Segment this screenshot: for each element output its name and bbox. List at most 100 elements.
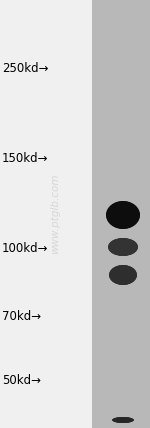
Ellipse shape (113, 268, 133, 282)
Ellipse shape (114, 208, 132, 222)
Text: 50kd→: 50kd→ (2, 374, 41, 387)
Ellipse shape (107, 202, 139, 228)
Ellipse shape (111, 240, 135, 254)
Ellipse shape (111, 240, 135, 254)
Ellipse shape (112, 206, 134, 224)
Ellipse shape (109, 265, 137, 285)
Text: 150kd→: 150kd→ (2, 152, 48, 164)
Ellipse shape (117, 419, 129, 422)
Ellipse shape (108, 238, 138, 256)
Ellipse shape (109, 238, 137, 256)
Ellipse shape (109, 203, 137, 227)
Ellipse shape (106, 202, 140, 229)
Ellipse shape (113, 207, 133, 223)
Ellipse shape (112, 267, 134, 283)
Ellipse shape (115, 269, 131, 281)
Ellipse shape (111, 205, 135, 225)
Ellipse shape (109, 265, 137, 285)
Ellipse shape (106, 201, 140, 229)
Ellipse shape (109, 238, 137, 256)
Ellipse shape (114, 242, 132, 252)
Ellipse shape (108, 238, 138, 256)
Ellipse shape (109, 239, 137, 255)
Ellipse shape (110, 239, 136, 255)
Text: 70kd→: 70kd→ (2, 309, 41, 323)
Ellipse shape (112, 241, 134, 254)
Ellipse shape (114, 207, 132, 223)
Ellipse shape (111, 266, 135, 284)
Ellipse shape (114, 269, 132, 281)
Ellipse shape (114, 208, 132, 223)
Ellipse shape (117, 419, 129, 422)
Ellipse shape (114, 241, 132, 253)
Ellipse shape (113, 241, 133, 253)
Ellipse shape (112, 206, 134, 224)
Ellipse shape (112, 241, 134, 253)
Ellipse shape (112, 206, 134, 224)
Ellipse shape (116, 418, 130, 422)
Ellipse shape (110, 204, 136, 226)
Ellipse shape (113, 207, 133, 223)
Ellipse shape (115, 242, 131, 252)
Ellipse shape (115, 242, 131, 252)
Ellipse shape (109, 204, 137, 226)
Ellipse shape (113, 241, 133, 253)
Ellipse shape (110, 204, 136, 226)
Ellipse shape (108, 202, 138, 228)
Ellipse shape (112, 417, 134, 423)
Ellipse shape (107, 202, 139, 228)
Ellipse shape (110, 239, 136, 255)
Ellipse shape (112, 417, 134, 423)
Ellipse shape (116, 270, 130, 280)
Ellipse shape (114, 242, 132, 252)
Ellipse shape (114, 208, 132, 222)
Ellipse shape (113, 417, 133, 423)
Ellipse shape (116, 243, 130, 252)
Ellipse shape (112, 267, 134, 283)
Ellipse shape (113, 268, 133, 282)
Ellipse shape (110, 205, 136, 226)
Ellipse shape (114, 418, 132, 422)
Ellipse shape (115, 418, 131, 422)
Ellipse shape (110, 266, 136, 284)
Ellipse shape (114, 269, 132, 281)
Ellipse shape (111, 240, 135, 254)
Ellipse shape (110, 265, 136, 285)
Ellipse shape (109, 203, 137, 227)
Ellipse shape (110, 266, 136, 284)
Ellipse shape (107, 202, 139, 228)
Ellipse shape (110, 266, 136, 284)
Ellipse shape (114, 268, 132, 282)
Ellipse shape (116, 270, 130, 280)
Text: 250kd→: 250kd→ (2, 62, 48, 74)
Ellipse shape (114, 417, 132, 422)
Ellipse shape (111, 240, 135, 254)
Ellipse shape (116, 418, 130, 422)
Ellipse shape (112, 268, 134, 282)
Ellipse shape (111, 205, 135, 225)
Ellipse shape (109, 204, 137, 226)
Ellipse shape (114, 241, 132, 253)
Ellipse shape (108, 203, 138, 227)
Ellipse shape (115, 270, 131, 280)
Ellipse shape (116, 418, 130, 422)
Ellipse shape (111, 267, 135, 283)
Ellipse shape (110, 265, 136, 285)
Ellipse shape (113, 207, 133, 223)
Ellipse shape (113, 241, 133, 253)
Ellipse shape (116, 270, 130, 280)
Ellipse shape (113, 417, 133, 422)
Ellipse shape (114, 268, 132, 282)
Ellipse shape (110, 239, 136, 255)
Ellipse shape (114, 241, 132, 253)
Ellipse shape (112, 267, 134, 283)
Ellipse shape (112, 206, 134, 224)
Ellipse shape (115, 269, 131, 281)
Ellipse shape (113, 417, 133, 423)
Ellipse shape (112, 240, 134, 254)
Ellipse shape (111, 266, 135, 284)
Ellipse shape (117, 418, 129, 422)
Ellipse shape (113, 268, 133, 282)
Ellipse shape (113, 268, 133, 282)
Ellipse shape (108, 238, 138, 256)
